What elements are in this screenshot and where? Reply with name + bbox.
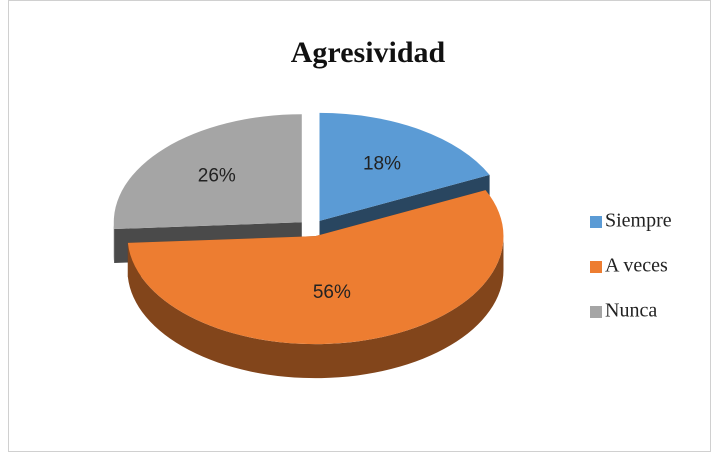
legend-swatch: [590, 261, 602, 273]
data-label: 56%: [313, 282, 351, 303]
data-label: 18%: [363, 153, 401, 174]
legend-label: Nunca: [605, 300, 657, 322]
data-label: 26%: [198, 165, 236, 186]
legend-swatch: [590, 306, 602, 318]
slice: [319, 112, 490, 221]
slice: [127, 190, 504, 345]
legend-swatch: [590, 216, 602, 228]
slice-wall: [127, 236, 504, 379]
chart-title: Agresividad: [291, 36, 446, 69]
legend-label: Siempre: [605, 210, 672, 232]
legend-label: A veces: [605, 255, 668, 277]
slice: [113, 114, 302, 230]
